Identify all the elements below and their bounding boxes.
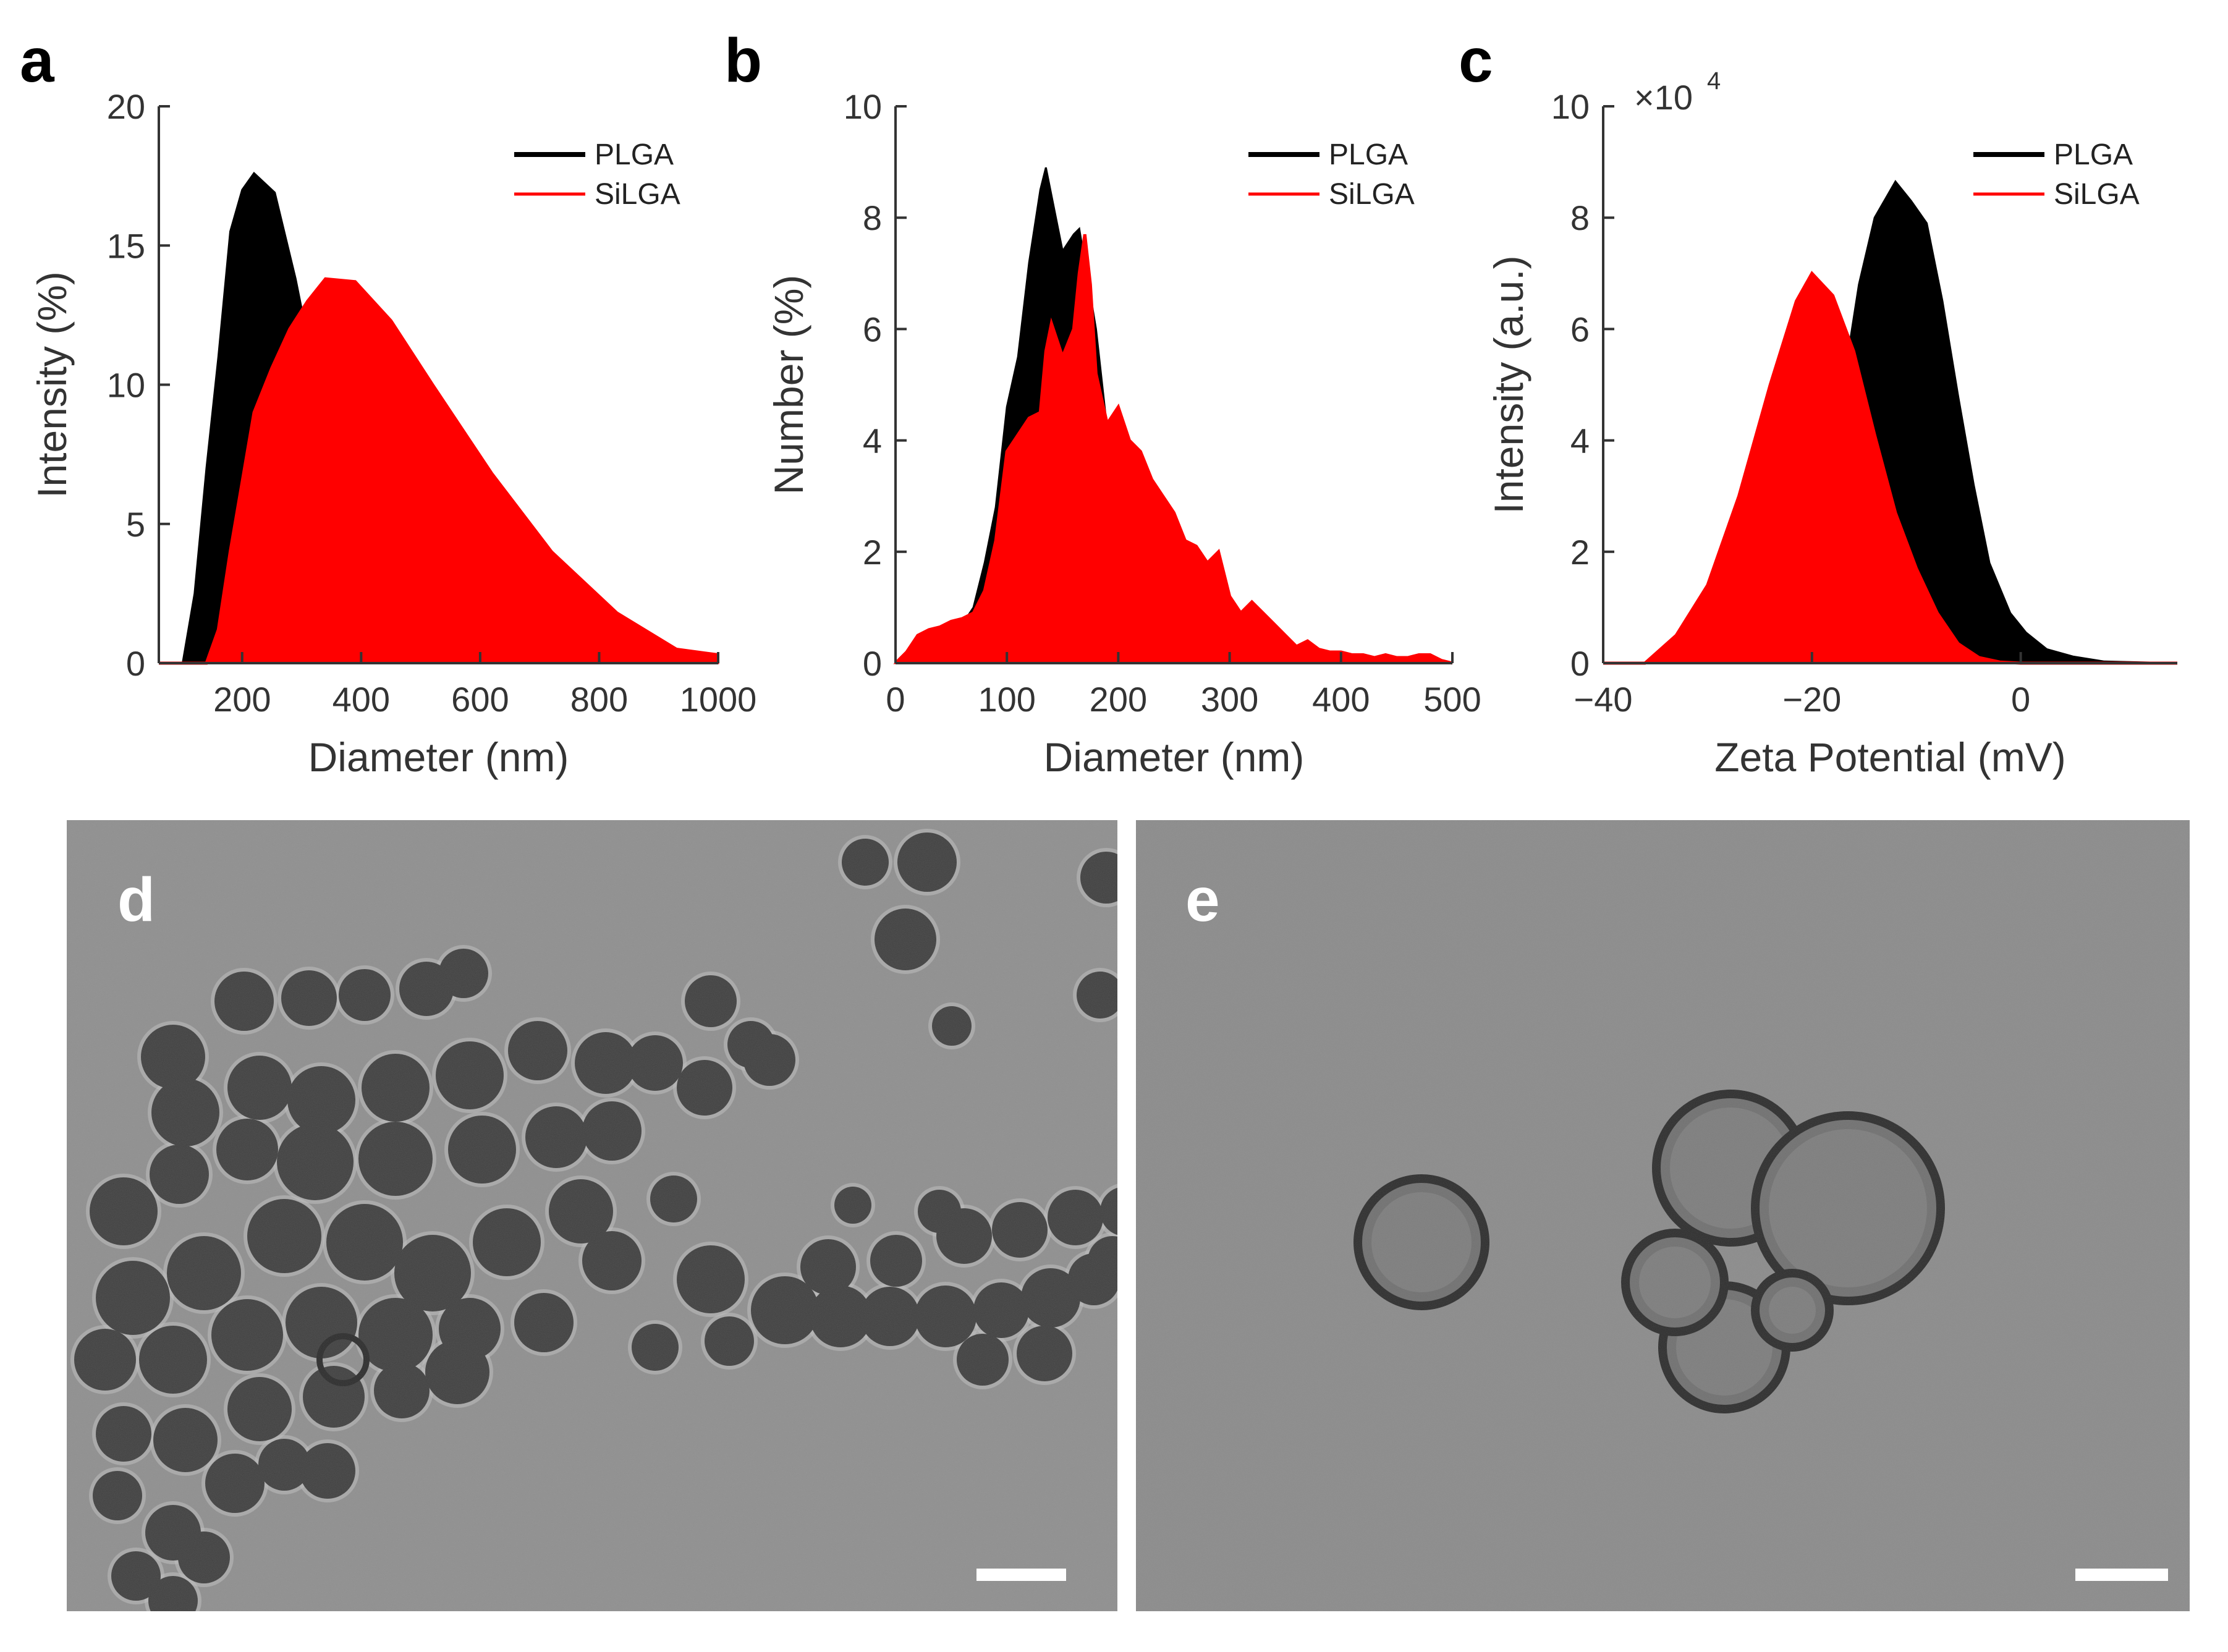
- x-axis-label: Diameter (nm): [308, 734, 569, 780]
- y-tick-label: 8: [863, 198, 882, 237]
- y-axis-label: Intensity (a.u.): [1486, 255, 1531, 514]
- x-tick-label: −40: [1574, 680, 1633, 719]
- y-tick-label: 15: [107, 226, 145, 265]
- x-tick-label: 800: [570, 680, 628, 719]
- legend-label-plga: PLGA: [1329, 138, 1408, 171]
- x-tick-label: 500: [1423, 680, 1481, 719]
- y-tick-label: 2: [1570, 533, 1590, 572]
- y-tick-label: 6: [1570, 310, 1590, 349]
- legend-label-silga: SiLGA: [595, 178, 680, 211]
- y-tick-label: 4: [1570, 421, 1590, 460]
- y-tick-label: 20: [107, 87, 145, 126]
- chart-c-zeta-potential: −40 −20 0 0 2 4 6 8 10 Zeta Potential (mV) Intensi…: [1486, 67, 2178, 780]
- tem-image-d: [67, 820, 1117, 1611]
- y-tick-label: 5: [126, 505, 145, 544]
- scale-bar-d: [976, 1569, 1066, 1581]
- x-tick-label: 0: [2011, 680, 2030, 719]
- series-line-silga: [1603, 271, 2177, 665]
- x-tick-label: 400: [333, 680, 390, 719]
- legend-label-silga: SiLGA: [1329, 178, 1415, 211]
- series-line-silga: [894, 234, 1453, 665]
- x-tick-label: 1000: [680, 680, 757, 719]
- panel-label-c: c: [1459, 26, 1493, 95]
- y-tick-label: 0: [126, 644, 145, 683]
- y-tick-label: 0: [1570, 644, 1590, 683]
- y-multiplier-exponent: 4: [1707, 67, 1721, 95]
- panel-label-d: d: [117, 865, 155, 934]
- x-tick-label: 100: [978, 680, 1035, 719]
- x-tick-label: 600: [451, 680, 509, 719]
- legend-label-plga: PLGA: [2054, 138, 2133, 171]
- panel-label-a: a: [20, 26, 55, 95]
- x-tick-label: 200: [213, 680, 271, 719]
- chart-a-intensity-size: 200 400 600 800 1000 0 5 10 15 20 Diameter (nm) Int…: [29, 87, 756, 780]
- y-tick-label: 0: [863, 644, 882, 683]
- y-tick-label: 10: [844, 87, 882, 126]
- y-tick-label: 2: [863, 533, 882, 572]
- y-axis-label: Intensity (%): [29, 271, 75, 498]
- scale-bar-e: [2075, 1569, 2168, 1581]
- series-line-silga: [159, 277, 719, 665]
- y-axis-label: Number (%): [766, 275, 811, 495]
- legend-label-plga: PLGA: [595, 138, 674, 171]
- x-axis-label: Zeta Potential (mV): [1714, 734, 2066, 780]
- y-tick-label: 8: [1570, 198, 1590, 237]
- y-tick-label: 6: [863, 310, 882, 349]
- y-tick-label: 10: [107, 366, 145, 405]
- y-multiplier: ×10: [1634, 78, 1693, 117]
- x-tick-label: 0: [886, 680, 905, 719]
- legend-label-silga: SiLGA: [2054, 178, 2140, 211]
- tem-image-e: [1136, 820, 2190, 1611]
- panel-label-e: e: [1185, 865, 1220, 934]
- x-tick-label: 300: [1201, 680, 1258, 719]
- x-axis-label: Diameter (nm): [1044, 734, 1305, 780]
- x-tick-label: −20: [1782, 680, 1841, 719]
- x-tick-label: 200: [1090, 680, 1147, 719]
- panel-label-b: b: [724, 26, 762, 95]
- x-tick-label: 400: [1312, 680, 1370, 719]
- chart-b-number-size: 0 100 200 300 400 500 0 2 4 6 8 10 Diameter (nm) Numb…: [766, 87, 1481, 780]
- y-tick-label: 10: [1551, 87, 1590, 126]
- y-tick-label: 4: [863, 421, 882, 460]
